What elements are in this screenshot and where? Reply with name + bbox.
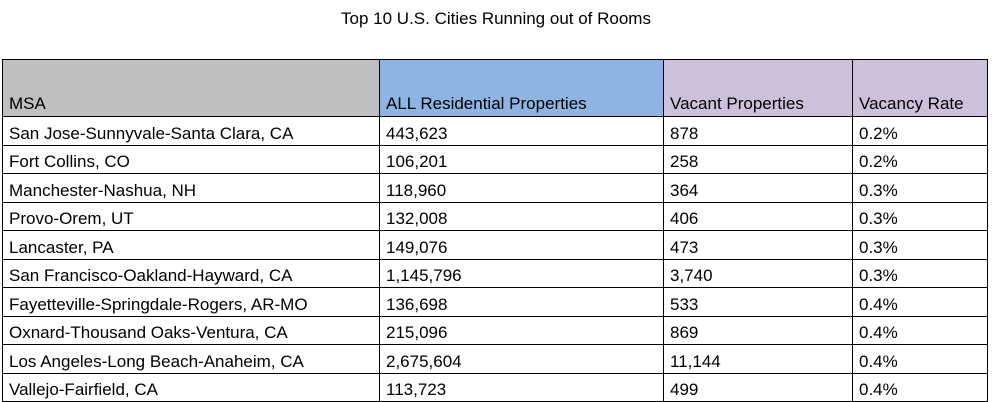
cell-msa: Fayetteville-Springdale-Rogers, AR-MO [2, 287, 380, 317]
table-row: San Jose-Sunnyvale-Santa Clara, CA 443,6… [2, 116, 988, 146]
table-title: Top 10 U.S. Cities Running out of Rooms [341, 9, 651, 28]
cell-vacancy-rate: 0.3% [852, 230, 988, 260]
cell-all-residential: 136,698 [379, 287, 664, 317]
cell-vacancy-rate: 0.3% [852, 173, 988, 203]
cell-all-residential: 215,096 [379, 315, 664, 345]
cell-all-residential: 149,076 [379, 230, 664, 260]
cell-vacant-properties: 258 [663, 144, 853, 174]
cell-vacancy-rate: 0.3% [852, 258, 988, 288]
cell-vacancy-rate: 0.4% [852, 372, 988, 402]
table-row: Fort Collins, CO 106,201 258 0.2% [2, 144, 988, 174]
cell-all-residential: 118,960 [379, 173, 664, 203]
table-row: Los Angeles-Long Beach-Anaheim, CA 2,675… [2, 344, 988, 374]
cell-vacancy-rate: 0.2% [852, 116, 988, 146]
table-row: Lancaster, PA 149,076 473 0.3% [2, 230, 988, 260]
column-header-vacant-properties: Vacant Properties [663, 59, 853, 117]
cell-msa: Fort Collins, CO [2, 144, 380, 174]
cell-vacancy-rate: 0.2% [852, 144, 988, 174]
table-row: Fayetteville-Springdale-Rogers, AR-MO 13… [2, 287, 988, 317]
table-row: Vallejo-Fairfield, CA 113,723 499 0.4% [2, 372, 988, 402]
cell-vacancy-rate: 0.4% [852, 315, 988, 345]
cell-vacancy-rate: 0.3% [852, 201, 988, 231]
table-row: Oxnard-Thousand Oaks-Ventura, CA 215,096… [2, 315, 988, 345]
cell-msa: San Jose-Sunnyvale-Santa Clara, CA [2, 116, 380, 146]
cell-msa: Vallejo-Fairfield, CA [2, 372, 380, 402]
cell-vacant-properties: 473 [663, 230, 853, 260]
cell-vacant-properties: 878 [663, 116, 853, 146]
cell-all-residential: 2,675,604 [379, 344, 664, 374]
cell-msa: Oxnard-Thousand Oaks-Ventura, CA [2, 315, 380, 345]
cell-all-residential: 106,201 [379, 144, 664, 174]
cell-all-residential: 132,008 [379, 201, 664, 231]
cell-vacancy-rate: 0.4% [852, 344, 988, 374]
cell-vacant-properties: 869 [663, 315, 853, 345]
cell-vacant-properties: 11,144 [663, 344, 853, 374]
cell-all-residential: 443,623 [379, 116, 664, 146]
cell-msa: San Francisco-Oakland-Hayward, CA [2, 258, 380, 288]
column-header-all-residential: ALL Residential Properties [379, 59, 664, 117]
cell-vacant-properties: 3,740 [663, 258, 853, 288]
cell-vacant-properties: 533 [663, 287, 853, 317]
cell-vacancy-rate: 0.4% [852, 287, 988, 317]
cell-msa: Provo-Orem, UT [2, 201, 380, 231]
cell-msa: Los Angeles-Long Beach-Anaheim, CA [2, 344, 380, 374]
table-row: San Francisco-Oakland-Hayward, CA 1,145,… [2, 258, 988, 288]
column-header-msa: MSA [2, 59, 380, 117]
cell-vacant-properties: 499 [663, 372, 853, 402]
cell-all-residential: 113,723 [379, 372, 664, 402]
cell-all-residential: 1,145,796 [379, 258, 664, 288]
cell-msa: Lancaster, PA [2, 230, 380, 260]
cell-vacant-properties: 364 [663, 173, 853, 203]
table-header-row: MSA ALL Residential Properties Vacant Pr… [2, 59, 988, 117]
table-row: Manchester-Nashua, NH 118,960 364 0.3% [2, 173, 988, 203]
column-header-vacancy-rate: Vacancy Rate [852, 59, 988, 117]
cell-vacant-properties: 406 [663, 201, 853, 231]
cell-msa: Manchester-Nashua, NH [2, 173, 380, 203]
table-row: Provo-Orem, UT 132,008 406 0.3% [2, 201, 988, 231]
cities-table: MSA ALL Residential Properties Vacant Pr… [2, 59, 988, 402]
